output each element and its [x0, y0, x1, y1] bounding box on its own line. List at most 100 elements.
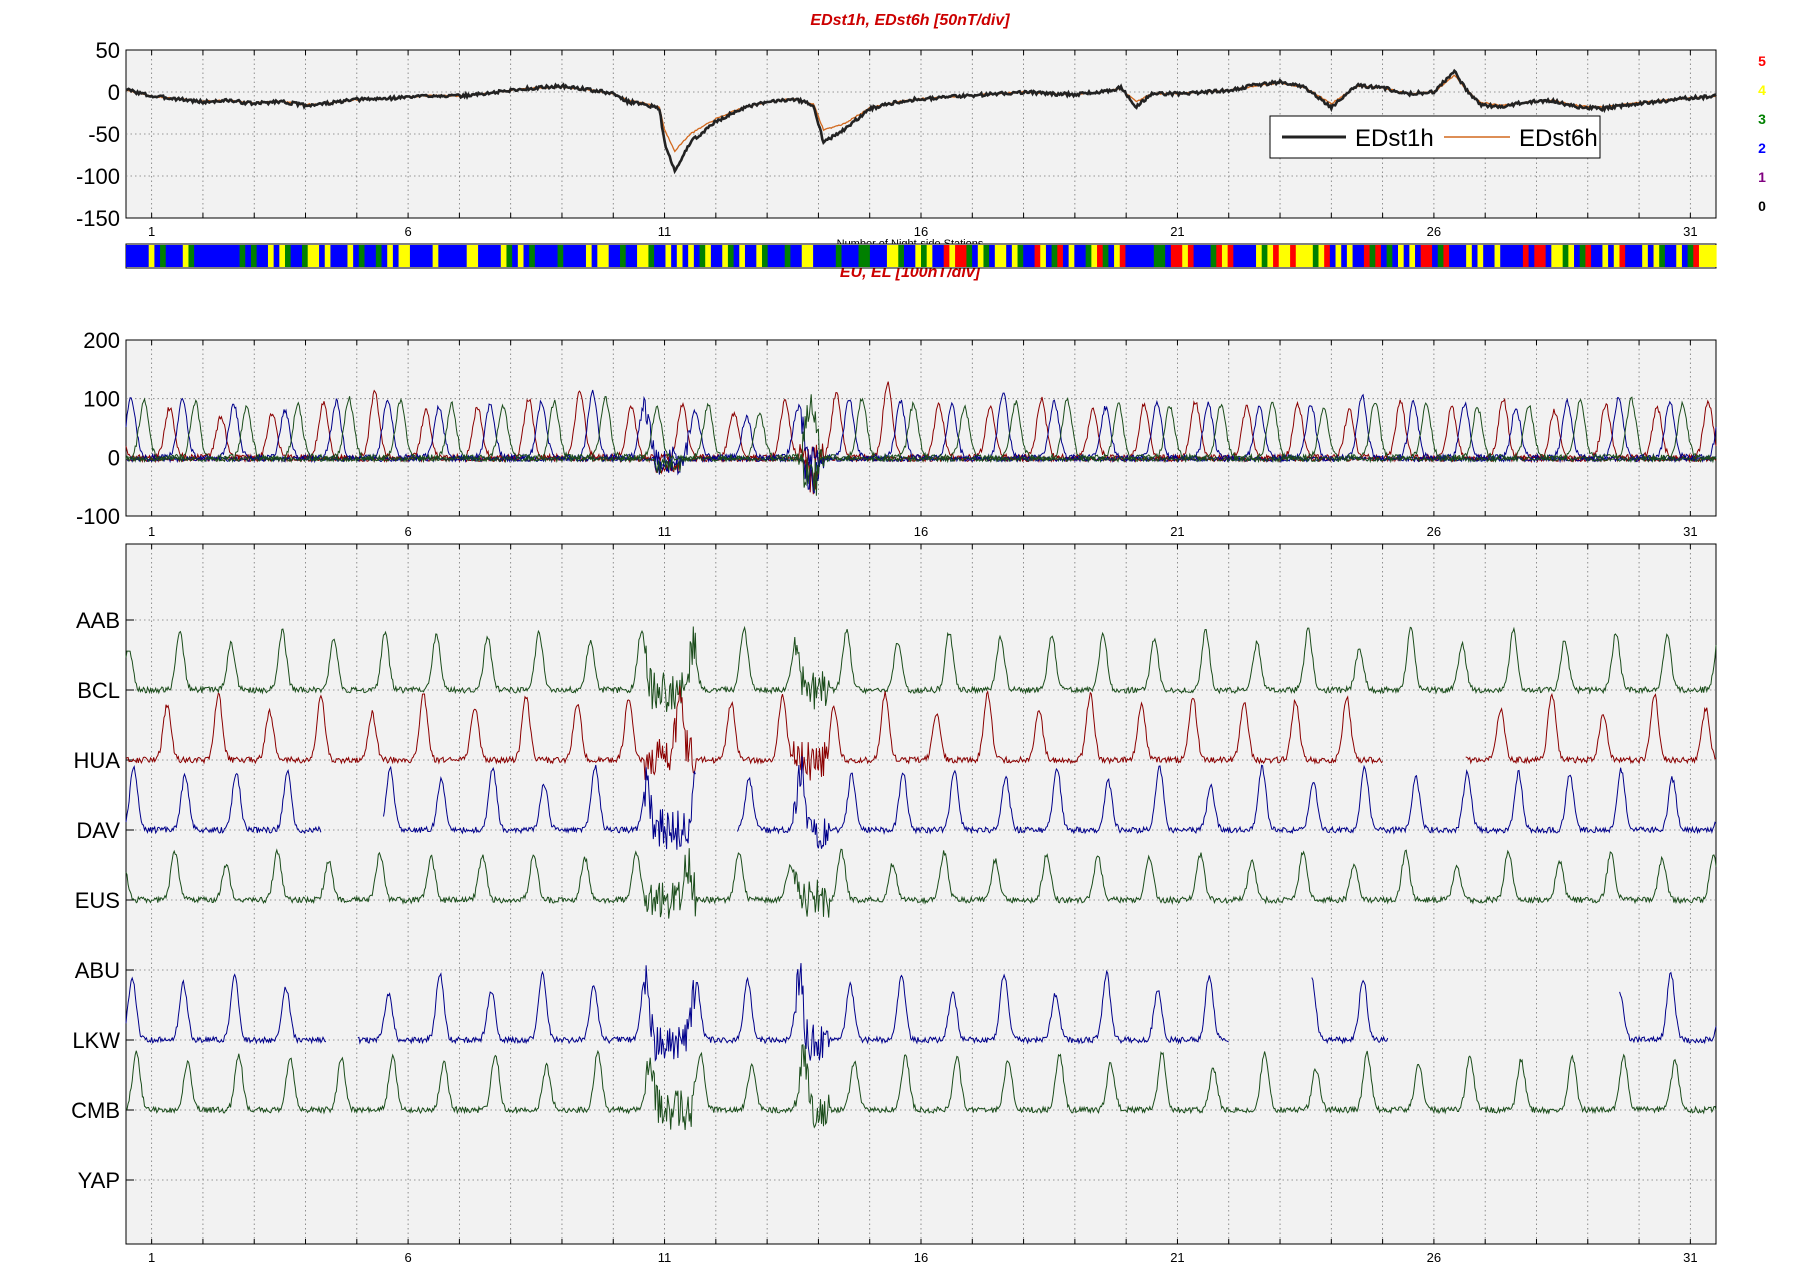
colorbar-stripe: [194, 245, 201, 267]
colorbar-stripe: [654, 245, 661, 267]
y-tick-label: 0: [108, 445, 120, 470]
station-label: EUS: [75, 888, 120, 913]
colorbar-stripe: [222, 245, 229, 267]
colorbar-stripe: [989, 245, 996, 267]
colorbar-stripe: [1114, 245, 1121, 267]
colorbar-stripe: [1585, 245, 1592, 267]
colorbar-stripe: [1352, 245, 1359, 267]
colorbar-stripe: [330, 245, 337, 267]
x-tick-label: 31: [1683, 1250, 1697, 1265]
y-tick-label: -50: [88, 122, 120, 147]
colorbar-stripe: [659, 245, 667, 267]
colorbar-stripe: [1449, 245, 1456, 267]
colorbar-stripe: [1704, 245, 1711, 267]
colorbar-stripe: [495, 245, 502, 267]
colorbar-stripe: [847, 245, 854, 267]
colorbar-stripe: [1517, 245, 1524, 267]
colorbar-stripe: [841, 245, 848, 267]
colorbar-stripe: [171, 245, 178, 267]
colorbar-stripe: [1278, 245, 1286, 267]
colorbar-stripe: [1040, 245, 1047, 267]
colorbar-stripe: [1630, 245, 1638, 267]
colorbar-stripe: [1142, 245, 1149, 267]
y-tick-label: 0: [108, 80, 120, 105]
colorbar-stripe: [523, 245, 530, 267]
colorbar-stripe: [285, 245, 292, 267]
colorbar-stripe: [665, 245, 672, 267]
colorbar-stripe: [1307, 245, 1314, 267]
colorbar-stripe: [1522, 245, 1530, 267]
colorbar-stripe: [1312, 245, 1320, 267]
x-tick-label: 21: [1170, 224, 1184, 239]
colorbar-stripe: [1028, 245, 1036, 267]
colorbar-stripe: [1045, 245, 1053, 267]
colorbar-stripe: [1273, 245, 1280, 267]
colorbar-stripe: [648, 245, 655, 267]
colorbar-stripe: [341, 245, 349, 267]
colorbar-stripe: [1619, 245, 1626, 267]
colorbar-stripe: [994, 245, 1002, 267]
colorbar-stripe: [1613, 245, 1621, 267]
colorbar-stripe: [625, 245, 632, 267]
station-series-line-hua: [125, 685, 1383, 781]
station-series-line-eus: [125, 848, 1717, 919]
station-series-line-dav: [125, 764, 322, 835]
colorbar-stripe: [779, 245, 786, 267]
colorbar-stripe: [1386, 245, 1393, 267]
colorbar-stripe: [398, 245, 405, 267]
y-tick-label: 50: [96, 38, 120, 63]
colorbar-stripe: [1023, 245, 1030, 267]
colorbar-stripe: [938, 245, 945, 267]
colorbar-stripe: [830, 245, 837, 267]
x-tick-label: 16: [914, 1250, 928, 1265]
colorbar-stripe: [551, 245, 559, 267]
colorbar-stripe: [1664, 245, 1672, 267]
colorbar-stripe: [256, 245, 263, 267]
colorbar-stripe: [1295, 245, 1303, 267]
legend-label-edst1h: EDst1h: [1355, 125, 1434, 152]
colorbar-stripe: [1199, 245, 1206, 267]
colorbar-stripe: [148, 245, 155, 267]
colorbar-scale-label: 2: [1758, 140, 1766, 156]
colorbar-stripe: [313, 245, 320, 267]
colorbar-stripe: [438, 245, 445, 267]
colorbar-stripe: [1204, 245, 1212, 267]
colorbar-stripe: [461, 245, 468, 267]
colorbar-stripe: [1136, 245, 1144, 267]
colorbar-stripe: [784, 245, 791, 267]
x-tick-label: 26: [1427, 524, 1441, 539]
colorbar-stripe: [796, 245, 803, 267]
colorbar-stripe: [1596, 245, 1604, 267]
dst-legend: EDst1h EDst6h: [1269, 115, 1601, 159]
colorbar-stripe: [943, 245, 950, 267]
colorbar-stripe: [557, 245, 564, 267]
colorbar-stripe: [1432, 245, 1439, 267]
colorbar-stripe: [245, 245, 252, 267]
colorbar-stripe: [637, 245, 644, 267]
colorbar-stripe: [705, 245, 712, 267]
colorbar-stripe: [1409, 245, 1416, 267]
colorbar-stripe: [688, 245, 695, 267]
colorbar-stripe: [1659, 245, 1666, 267]
colorbar-stripe: [1148, 245, 1155, 267]
colorbar-stripe: [1443, 245, 1450, 267]
x-tick-label: 6: [404, 524, 411, 539]
colorbar-stripe: [1415, 245, 1422, 267]
colorbar-stripe: [455, 245, 462, 267]
colorbar-stripe: [131, 245, 138, 267]
stations-plot-area: [125, 543, 1717, 1245]
colorbar-stripe: [1392, 245, 1399, 267]
colorbar-stripe: [1131, 245, 1138, 267]
colorbar-stripe: [279, 245, 286, 267]
colorbar-stripe: [432, 245, 439, 267]
colorbar-stripe: [444, 245, 451, 267]
colorbar-stripe: [1398, 245, 1405, 267]
colorbar-stripe: [1346, 245, 1354, 267]
colorbar-stripe: [1216, 245, 1223, 267]
colorbar-stripe: [608, 245, 615, 267]
colorbar-stripe: [1602, 245, 1609, 267]
station-series-line-lkw: [125, 973, 327, 1045]
colorbar-stripe: [1551, 245, 1558, 267]
colorbar-stripe: [1210, 245, 1217, 267]
colorbar-stripe: [699, 245, 706, 267]
